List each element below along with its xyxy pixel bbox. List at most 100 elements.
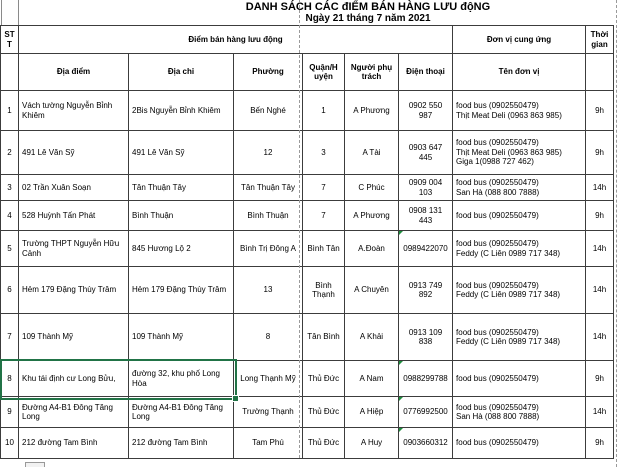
cell-manager[interactable]: A Chuyên: [344, 266, 399, 314]
cell-district[interactable]: 7: [302, 174, 345, 201]
cell-time[interactable]: 9h: [585, 360, 615, 397]
cell-manager[interactable]: A Phương: [344, 90, 399, 131]
cell-phone[interactable]: 0988299788: [397, 360, 454, 397]
cell-stt[interactable]: 6: [0, 266, 19, 314]
cell-time[interactable]: 14h: [585, 313, 615, 361]
cell-location[interactable]: Khu tái định cư Long Bửu,: [18, 360, 129, 397]
fill-handle[interactable]: [232, 395, 239, 402]
page-subtitle[interactable]: Ngày 21 tháng 7 năm 2021: [305, 13, 431, 24]
cell-location[interactable]: Đường A4-B1 Đông Tăng Long: [18, 396, 129, 428]
cell-district[interactable]: Bình Tân: [302, 230, 345, 267]
cell-unit-names[interactable]: food bus (0902550479) Feddy (C Liên 0989…: [452, 313, 587, 361]
cell-unit-names[interactable]: food bus (0902550479) Feddy (C Liên 0989…: [452, 266, 587, 314]
cell-phone[interactable]: 0989422070: [397, 230, 454, 267]
cell-ward[interactable]: Bến Nghé: [233, 90, 303, 131]
cell-time[interactable]: 14h: [585, 174, 615, 201]
cell-stt[interactable]: 1: [0, 90, 19, 131]
cell-unit-names[interactable]: food bus (0902550479) San Hà (088 800 78…: [452, 396, 587, 428]
col-header-district[interactable]: Quận/H uyện: [302, 53, 345, 91]
cell-stt[interactable]: 5: [0, 230, 19, 267]
cell-time[interactable]: 9h: [585, 130, 615, 175]
cell-ward[interactable]: Bình Thuận: [233, 200, 303, 231]
cell-location[interactable]: 491 Lê Văn Sỹ: [18, 130, 129, 175]
cell-unit-names[interactable]: food bus (0902550479) Thịt Meat Deli (09…: [452, 90, 587, 131]
cell-district[interactable]: Thủ Đức: [302, 396, 345, 428]
cell-ward[interactable]: 8: [233, 313, 303, 361]
cell-district[interactable]: Thủ Đức: [302, 360, 345, 397]
cell-manager[interactable]: A.Đoàn: [344, 230, 399, 267]
cell-address[interactable]: 2Bis Nguyễn Bỉnh Khiêm: [128, 90, 234, 131]
cell-location[interactable]: Trường THPT Nguyễn Hữu Cảnh: [18, 230, 129, 267]
cell-manager[interactable]: A Tài: [344, 130, 399, 175]
cell-ward[interactable]: 12: [233, 130, 303, 175]
cell-ward[interactable]: Trường Thạnh: [233, 396, 303, 428]
cell-district[interactable]: Thủ Đức: [302, 427, 345, 459]
col-header-unit-name[interactable]: Tên đơn vị: [452, 53, 587, 91]
cell-phone[interactable]: 0903660312: [397, 427, 454, 459]
cell-phone[interactable]: 0913 749 892: [397, 266, 454, 314]
cell-location[interactable]: 528 Huỳnh Tấn Phát: [18, 200, 129, 231]
empty-header-cell[interactable]: [585, 53, 615, 91]
cell-stt[interactable]: 3: [0, 174, 19, 201]
cell-stt[interactable]: 8: [0, 360, 19, 397]
cell-time[interactable]: 9h: [585, 200, 615, 231]
cell-location[interactable]: 212 đường Tam Bình: [18, 427, 129, 459]
cell-district[interactable]: Bình Thạnh: [302, 266, 345, 314]
cell-manager[interactable]: A Phương: [344, 200, 399, 231]
cell-phone[interactable]: 0909 004 103: [397, 174, 454, 201]
cell-time[interactable]: 14h: [585, 230, 615, 267]
cell-district[interactable]: Tân Bình: [302, 313, 345, 361]
cell-location[interactable]: Hẻm 179 Đặng Thùy Trâm: [18, 266, 129, 314]
cell-phone[interactable]: 0902 550 987: [397, 90, 454, 131]
cell-manager[interactable]: A Khải: [344, 313, 399, 361]
cell-stt[interactable]: 9: [0, 396, 19, 428]
col-header-phone[interactable]: Điện thoại: [397, 53, 454, 91]
cell-unit-names[interactable]: food bus (0902550479) Feddy (C Liên 0989…: [452, 230, 587, 267]
cell-location[interactable]: 02 Trần Xuân Soạn: [18, 174, 129, 201]
cell-stt[interactable]: 10: [0, 427, 19, 459]
cell-stt[interactable]: 2: [0, 130, 19, 175]
cell-unit-names[interactable]: food bus (0902550479) Thịt Meat Deli (09…: [452, 130, 587, 175]
cell-address[interactable]: 491 Lê Văn Sỹ: [128, 130, 234, 175]
col-header-location[interactable]: Địa điểm: [18, 53, 129, 91]
cell-unit-names[interactable]: food bus (0902550479): [452, 360, 587, 397]
cell-ward[interactable]: Bình Trị Đông A: [233, 230, 303, 267]
col-group-supplier[interactable]: Đơn vị cung ứng: [452, 25, 587, 54]
cell-time[interactable]: 9h: [585, 427, 615, 459]
cell-address[interactable]: Hẻm 179 Đặng Thùy Trâm: [128, 266, 234, 314]
cell-phone[interactable]: 0903 647 445: [397, 130, 454, 175]
cell-ward[interactable]: Long Thạnh Mỹ: [233, 360, 303, 397]
page-title[interactable]: DANH SÁCH CÁC đIỂM BÁN HÀNG LƯU độNG: [245, 1, 491, 13]
cell-phone[interactable]: 0776992500: [397, 396, 454, 428]
cell-manager[interactable]: A Nam: [344, 360, 399, 397]
col-group-sales-points[interactable]: Điểm bán hàng lưu động: [17, 25, 454, 54]
cell-address[interactable]: Đường A4-B1 Đông Tăng Long: [128, 396, 234, 428]
cell-address[interactable]: 212 đường Tam Bình: [128, 427, 234, 459]
cell-address[interactable]: Tân Thuận Tây: [128, 174, 234, 201]
cell-time[interactable]: 14h: [585, 266, 615, 314]
cell-address[interactable]: 845 Hương Lộ 2: [128, 230, 234, 267]
cell-address[interactable]: 109 Thành Mỹ: [128, 313, 234, 361]
col-header-time[interactable]: Thời gian: [585, 25, 615, 54]
cell-unit-names[interactable]: food bus (0902550479): [452, 200, 587, 231]
cell-stt[interactable]: 4: [0, 200, 19, 231]
cell-stt[interactable]: 7: [0, 313, 19, 361]
cell-manager[interactable]: A Huy: [344, 427, 399, 459]
empty-header-cell[interactable]: [0, 53, 19, 91]
cell-phone[interactable]: 0908 131 443: [397, 200, 454, 231]
cell-district[interactable]: 1: [302, 90, 345, 131]
cell-ward[interactable]: Tam Phú: [233, 427, 303, 459]
cell-district[interactable]: 7: [302, 200, 345, 231]
cell-location[interactable]: Vách tường Nguyễn Bỉnh Khiêm: [18, 90, 129, 131]
col-header-manager[interactable]: Người phụ trách: [344, 53, 399, 91]
col-header-stt[interactable]: STT: [0, 25, 19, 54]
cell-unit-names[interactable]: food bus (0902550479): [452, 427, 587, 459]
col-header-ward[interactable]: Phường: [233, 53, 303, 91]
col-header-address[interactable]: Địa chỉ: [128, 53, 234, 91]
cell-address[interactable]: đường 32, khu phố Long Hòa: [128, 360, 234, 397]
cell-ward[interactable]: Tân Thuận Tây: [233, 174, 303, 201]
cell-address[interactable]: Bình Thuận: [128, 200, 234, 231]
cell-phone[interactable]: 0913 109 838: [397, 313, 454, 361]
cell-unit-names[interactable]: food bus (0902550479) San Hà (088 800 78…: [452, 174, 587, 201]
cell-ward[interactable]: 13: [233, 266, 303, 314]
